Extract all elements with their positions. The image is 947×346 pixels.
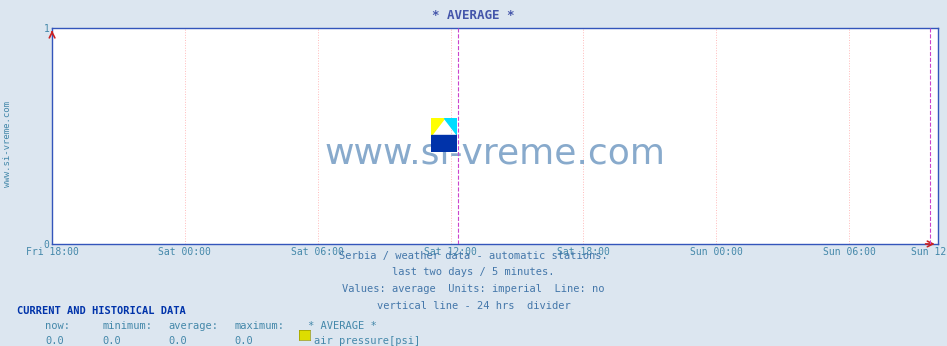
Text: www.si-vreme.com: www.si-vreme.com <box>324 136 666 170</box>
Text: average:: average: <box>169 321 219 331</box>
Text: air pressure[psi]: air pressure[psi] <box>314 336 420 346</box>
Text: last two days / 5 minutes.: last two days / 5 minutes. <box>392 267 555 277</box>
Text: 0.0: 0.0 <box>169 336 188 346</box>
Polygon shape <box>431 135 457 152</box>
Polygon shape <box>431 118 444 135</box>
Polygon shape <box>444 118 457 135</box>
Text: CURRENT AND HISTORICAL DATA: CURRENT AND HISTORICAL DATA <box>17 306 186 316</box>
Text: Serbia / weather data - automatic stations.: Serbia / weather data - automatic statio… <box>339 251 608 261</box>
Text: 0.0: 0.0 <box>235 336 254 346</box>
Text: vertical line - 24 hrs  divider: vertical line - 24 hrs divider <box>377 301 570 311</box>
Text: now:: now: <box>45 321 70 331</box>
Text: * AVERAGE *: * AVERAGE * <box>432 9 515 22</box>
Text: 0.0: 0.0 <box>102 336 121 346</box>
Text: * AVERAGE *: * AVERAGE * <box>308 321 377 331</box>
Text: minimum:: minimum: <box>102 321 152 331</box>
Text: 0.0: 0.0 <box>45 336 64 346</box>
Text: www.si-vreme.com: www.si-vreme.com <box>3 101 12 186</box>
Text: Values: average  Units: imperial  Line: no: Values: average Units: imperial Line: no <box>342 284 605 294</box>
Text: maximum:: maximum: <box>235 321 285 331</box>
